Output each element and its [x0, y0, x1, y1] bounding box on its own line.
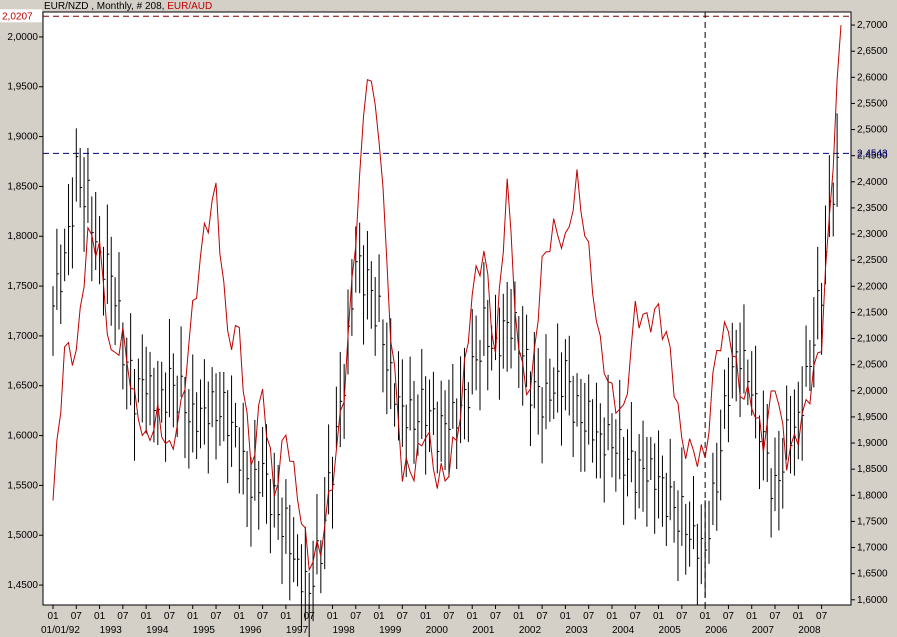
chart-header-label: EUR/NZD , Monthly, # 208, EUR/AUD [44, 1, 212, 12]
plot-area [42, 11, 852, 606]
right-axis-label-11: 2,1500 [857, 307, 888, 318]
x-axis-month-label-15: 07 [397, 611, 409, 622]
x-axis-year-label-10: 2002 [519, 625, 542, 636]
x-axis-month-label-18: 01 [467, 611, 479, 622]
x-axis-month-label-14: 01 [374, 611, 386, 622]
x-axis-year-label-12: 2004 [612, 625, 635, 636]
right-axis-label-2: 2,6000 [857, 72, 888, 83]
right-axis-label-9: 2,2500 [857, 255, 888, 266]
right-axis-label-19: 1,7500 [857, 516, 888, 527]
right-axis-label-0: 2,7000 [857, 20, 888, 31]
x-axis-month-label-17: 07 [443, 611, 455, 622]
x-axis-year-label-3: 1995 [193, 625, 216, 636]
right-axis-label-22: 1,6000 [857, 595, 888, 606]
x-axis-month-label-23: 07 [583, 611, 595, 622]
right-readout-value: 2,4543 [857, 148, 888, 159]
x-axis-month-label-13: 07 [350, 611, 362, 622]
x-axis-year-label-4: 1996 [239, 625, 262, 636]
x-axis-month-label-1: 07 [71, 611, 83, 622]
x-axis-month-label-10: 01 [280, 611, 292, 622]
x-axis-month-label-4: 01 [141, 611, 153, 622]
left-readout-value: 2,0207 [2, 11, 33, 22]
right-axis-label-16: 1,9000 [857, 438, 888, 449]
x-axis-month-label-32: 01 [793, 611, 805, 622]
x-axis-year-label-1: 1993 [100, 625, 123, 636]
euraud-line [52, 25, 842, 572]
right-axis-label-6: 2,4000 [857, 177, 888, 188]
x-axis-month-label-9: 07 [257, 611, 269, 622]
x-axis-year-label-5: 1997 [286, 625, 309, 636]
x-axis-year-label-14: 2006 [705, 625, 728, 636]
right-axis-label-10: 2,2000 [857, 281, 888, 292]
x-axis-year-label-13: 2005 [659, 625, 682, 636]
x-axis-year-label-2: 1994 [146, 625, 169, 636]
x-axis-year-label-8: 2000 [426, 625, 449, 636]
right-axis-label-17: 1,8500 [857, 464, 888, 475]
x-axis-year-label-15: 2007 [752, 625, 775, 636]
x-axis-month-label-27: 07 [676, 611, 688, 622]
right-axis-label-14: 2,0000 [857, 386, 888, 397]
left-axis-label-4: 1,8000 [7, 231, 38, 242]
x-axis-month-label-6: 01 [187, 611, 199, 622]
x-axis-month-label-24: 01 [606, 611, 618, 622]
x-axis-year-label-0: 01/01/92 [41, 625, 80, 636]
x-axis-year-label-9: 2001 [472, 625, 495, 636]
x-axis-month-label-26: 01 [653, 611, 665, 622]
x-axis-month-label-19: 07 [490, 611, 502, 622]
right-axis-label-8: 2,3000 [857, 229, 888, 240]
x-axis-month-label-0: 01 [47, 611, 59, 622]
left-axis-label-3: 1,8500 [7, 181, 38, 192]
x-axis-month-label-2: 01 [94, 611, 106, 622]
left-axis-label-2: 1,9000 [7, 132, 38, 143]
x-axis-month-label-16: 01 [420, 611, 432, 622]
x-axis-year-label-6: 1998 [332, 625, 355, 636]
right-axis-label-21: 1,6500 [857, 569, 888, 580]
left-axis-label-10: 1,5000 [7, 530, 38, 541]
left-axis-label-5: 1,7500 [7, 281, 38, 292]
left-axis-label-0: 2,0000 [7, 32, 38, 43]
x-axis-month-label-29: 07 [723, 611, 735, 622]
x-axis-year-label-11: 2003 [565, 625, 588, 636]
left-axis-label-9: 1,5500 [7, 480, 38, 491]
right-axis-label-18: 1,8000 [857, 490, 888, 501]
right-axis-label-5: 2,4500 [857, 151, 888, 162]
right-axis-label-3: 2,5500 [857, 98, 888, 109]
left-axis-label-7: 1,6500 [7, 381, 38, 392]
left-axis-label-1: 1,9500 [7, 82, 38, 93]
x-axis-year-label-16: 2008 [798, 625, 821, 636]
x-axis-month-label-11: 07 [304, 611, 316, 622]
x-axis-month-label-25: 07 [630, 611, 642, 622]
left-axis-label-11: 1,4500 [7, 580, 38, 591]
x-axis-month-label-33: 07 [816, 611, 828, 622]
right-axis-label-13: 2,0500 [857, 360, 888, 371]
left-axis-label-6: 1,7000 [7, 331, 38, 342]
right-axis-label-12: 2,1000 [857, 334, 888, 345]
x-axis-year-label-7: 1999 [379, 625, 402, 636]
x-axis-month-label-21: 07 [537, 611, 549, 622]
right-axis-label-15: 1,9500 [857, 412, 888, 423]
x-axis-month-label-31: 07 [769, 611, 781, 622]
x-axis-month-label-8: 01 [234, 611, 246, 622]
right-axis-label-20: 1,7000 [857, 543, 888, 554]
x-axis-month-label-30: 01 [746, 611, 758, 622]
series-eurnzd [52, 113, 840, 637]
x-axis-month-label-28: 01 [700, 611, 712, 622]
header-primary: EUR/NZD , Monthly, # 208, [44, 1, 164, 12]
series-euraud [52, 25, 842, 572]
right-axis-label-1: 2,6500 [857, 46, 888, 57]
x-axis-month-label-12: 01 [327, 611, 339, 622]
right-axis-label-7: 2,3500 [857, 203, 888, 214]
x-axis-month-label-20: 01 [513, 611, 525, 622]
right-axis-label-4: 2,5000 [857, 125, 888, 136]
x-axis-month-label-3: 07 [117, 611, 129, 622]
left-readout-box [0, 9, 42, 23]
x-axis-month-label-7: 07 [210, 611, 222, 622]
x-axis-month-label-5: 07 [164, 611, 176, 622]
x-axis-month-label-22: 01 [560, 611, 572, 622]
header-secondary: EUR/AUD [167, 1, 212, 12]
left-axis-label-8: 1,6000 [7, 431, 38, 442]
